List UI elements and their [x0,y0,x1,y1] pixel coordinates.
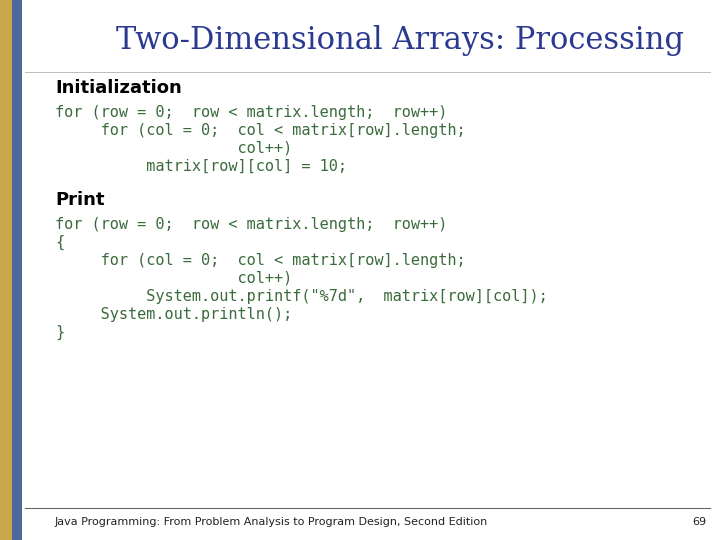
Text: for (row = 0;  row < matrix.length;  row++): for (row = 0; row < matrix.length; row++… [55,105,447,119]
Text: for (col = 0;  col < matrix[row].length;: for (col = 0; col < matrix[row].length; [55,123,466,138]
Text: Two-Dimensional Arrays: Processing: Two-Dimensional Arrays: Processing [116,24,684,56]
Bar [0,0,12,540]
Text: Initialization: Initialization [55,79,181,97]
Text: col++): col++) [55,271,292,286]
Text: col++): col++) [55,140,292,156]
Text: matrix[row][col] = 10;: matrix[row][col] = 10; [55,159,347,173]
Bar [12,0,22,540]
Text: for (col = 0;  col < matrix[row].length;: for (col = 0; col < matrix[row].length; [55,253,466,267]
Text: System.out.println();: System.out.println(); [55,307,292,321]
Text: for (row = 0;  row < matrix.length;  row++): for (row = 0; row < matrix.length; row++… [55,217,447,232]
Text: Java Programming: From Problem Analysis to Program Design, Second Edition: Java Programming: From Problem Analysis … [55,517,488,527]
Text: {: { [55,234,64,249]
Text: 69: 69 [692,517,706,527]
Text: Print: Print [55,191,104,209]
Text: System.out.printf("%7d",  matrix[row][col]);: System.out.printf("%7d", matrix[row][col… [55,288,548,303]
Text: }: } [55,325,64,340]
